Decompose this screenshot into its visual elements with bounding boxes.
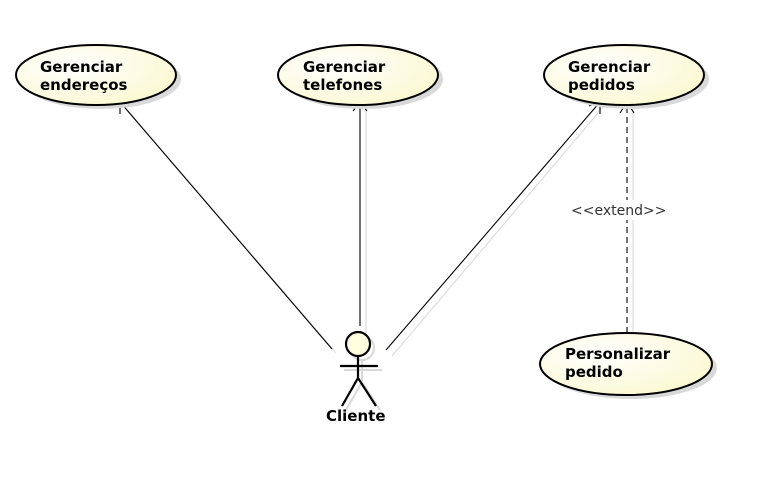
usecase-gerenciar-telefones[interactable]: Gerenciar telefones [277,44,443,109]
usecase-label: pedidos [568,76,635,94]
usecase-label: Gerenciar [40,58,123,76]
association-pedidos[interactable] [385,101,601,351]
extend-label-bg [568,200,678,220]
usecase-label: endereços [40,76,128,94]
usecase-label: pedido [565,363,623,381]
usecase-label: Gerenciar [303,58,386,76]
usecase-label: Personalizar [565,345,671,363]
usecase-personalizar-pedido[interactable]: Personalizar pedido [539,332,717,399]
extend-label: <<extend>> [571,203,666,219]
line-shadows [123,105,634,357]
usecase-label: telefones [303,76,382,94]
actor-label: Cliente [326,407,386,425]
stick-figure-icon [340,330,378,407]
usecase-gerenciar-enderecos[interactable]: Gerenciar endereços [15,44,181,109]
usecase-gerenciar-pedidos[interactable]: Gerenciar pedidos [543,44,709,109]
association-telefones[interactable] [352,101,368,326]
association-enderecos[interactable] [119,101,333,350]
usecase-label: Gerenciar [568,58,651,76]
actor-cliente[interactable]: Cliente [326,330,386,425]
